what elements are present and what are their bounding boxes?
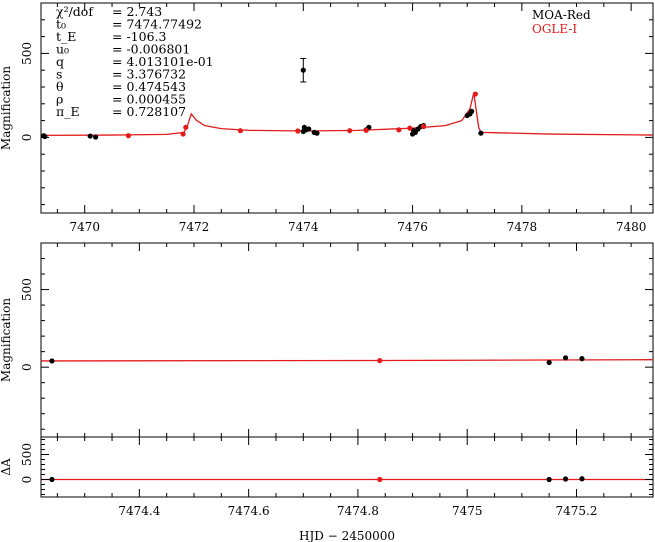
data-point — [396, 127, 402, 133]
data-point — [472, 91, 479, 97]
x-tick-label: 7478 — [507, 220, 538, 234]
series-ogle-i — [377, 358, 383, 364]
series-moa-red — [41, 57, 484, 140]
series-ogle-i — [377, 476, 383, 483]
data-point — [478, 130, 484, 136]
y-tick-label: 0 — [20, 476, 34, 484]
data-point — [295, 128, 301, 134]
y-axis-label: Magnification — [0, 298, 13, 382]
param-label: t_E — [56, 29, 76, 44]
param-label: χ²/dof — [56, 4, 94, 19]
data-point — [49, 358, 55, 364]
fit-parameters: χ²/dof = 2.743 t₀ = 7474.77492 t_E = -106.3 u₀… — [56, 4, 214, 119]
data-point — [377, 476, 383, 483]
plot-frame — [40, 436, 654, 498]
data-point — [125, 133, 132, 139]
data-point — [420, 123, 427, 130]
x-tick-label: 7474 — [288, 220, 319, 234]
param-label: ρ — [56, 92, 63, 107]
param-value: = 0.000455 — [112, 92, 186, 107]
plot-area — [41, 476, 653, 483]
data-point — [49, 476, 55, 483]
data-point — [407, 125, 413, 131]
plot-frame — [40, 2, 654, 214]
x-tick-label: 7476 — [397, 220, 428, 234]
legend-entry: OGLE-I — [532, 22, 577, 36]
series-moa-red — [49, 355, 585, 366]
data-point — [468, 108, 475, 114]
x-tick-label: 7480 — [616, 220, 647, 234]
param-label: u₀ — [56, 42, 69, 57]
y-axis-label: ΔA — [0, 458, 13, 476]
y-tick-label: 500 — [20, 42, 34, 65]
param-value: = 2.743 — [112, 4, 162, 19]
x-tick-label: 7472 — [179, 220, 210, 234]
model-curve — [41, 359, 653, 362]
x-axis-label: HJD − 2450000 — [299, 529, 395, 542]
param-value: = 0.728107 — [112, 104, 186, 119]
y-tick-label: 500 — [20, 443, 34, 466]
panel-bottom: 0 500 7474.4 7474.6 7474.8 7475 7475.2 ΔA HJD − … — [0, 436, 654, 542]
data-point — [237, 128, 244, 134]
series-moa-red — [49, 476, 585, 483]
data-point — [579, 356, 585, 362]
param-value: = -0.006801 — [112, 42, 190, 57]
plot-frame — [40, 242, 654, 438]
panel-middle: 0 500 Magnification — [0, 242, 654, 438]
param-label: t₀ — [56, 17, 66, 32]
param-value: = -106.3 — [112, 29, 167, 44]
param-value: = 3.376732 — [112, 67, 186, 82]
x-tick-label: 7474.6 — [228, 504, 270, 518]
param-label: π_E — [56, 104, 80, 119]
param-value: = 4.013101e-01 — [112, 54, 214, 69]
data-point — [93, 134, 99, 140]
panel-top: 0 500 7470 7472 7474 7476 7478 7480 Magnificatio… — [0, 2, 654, 234]
y-tick-label: 500 — [20, 278, 34, 301]
y-tick-label: 0 — [20, 134, 34, 142]
data-point — [300, 67, 306, 73]
data-point — [579, 476, 585, 482]
x-tick-label: 7475.2 — [556, 504, 598, 518]
data-point — [546, 359, 552, 366]
data-point — [562, 476, 569, 482]
plot-area — [41, 355, 653, 366]
y-tick-label: 0 — [20, 363, 34, 371]
param-value: = 0.474543 — [112, 79, 186, 94]
legend-entry: MOA-Red — [532, 8, 591, 22]
x-tick-label: 7474.4 — [118, 504, 160, 518]
x-tick-label: 7474.8 — [337, 504, 379, 518]
data-point — [562, 355, 569, 361]
data-point — [306, 126, 312, 132]
param-value: = 7474.77492 — [112, 17, 202, 32]
data-point — [363, 127, 369, 133]
y-axis-label: Magnification — [0, 66, 13, 150]
param-label: s — [56, 67, 62, 82]
data-point — [377, 358, 383, 364]
data-point — [546, 476, 552, 483]
data-point — [87, 133, 93, 139]
data-point — [314, 130, 320, 136]
series-ogle-i — [125, 91, 479, 139]
x-tick-label: 7475 — [452, 504, 483, 518]
param-label: θ — [56, 79, 64, 94]
data-point — [180, 131, 186, 137]
data-point — [42, 133, 48, 140]
data-point — [183, 124, 189, 130]
param-label: q — [56, 54, 64, 69]
data-point — [347, 128, 353, 134]
x-tick-label: 7470 — [69, 220, 100, 234]
